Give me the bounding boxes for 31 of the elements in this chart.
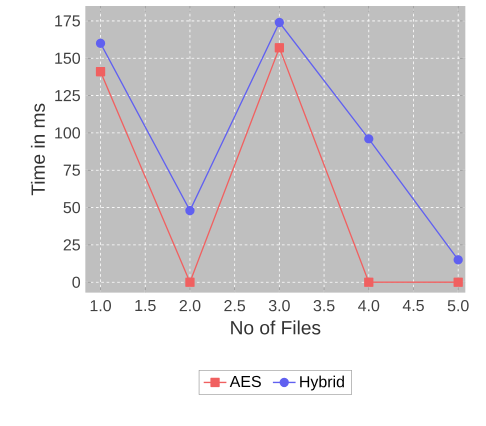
legend-label: AES <box>230 376 261 388</box>
point <box>274 18 284 28</box>
y-tick-label: 150 <box>55 52 80 64</box>
y-tick-label: 25 <box>64 239 80 251</box>
point <box>185 278 195 287</box>
y-tick-label: 175 <box>55 15 80 26</box>
point <box>364 134 374 144</box>
point <box>364 278 374 287</box>
x-axis-title: No of Files <box>231 320 320 334</box>
x-tick-label: 2.5 <box>224 300 246 312</box>
x-tick-label: 3.0 <box>268 300 290 312</box>
point <box>96 67 106 76</box>
y-tick-label: 50 <box>64 202 80 214</box>
x-tick-label: 3.5 <box>314 300 334 312</box>
x-tick-label: 2.0 <box>180 300 200 312</box>
y-tick-label: 100 <box>55 127 80 139</box>
y-axis-title: Time in ms <box>30 104 45 196</box>
x-tick-label: 4.0 <box>358 300 380 312</box>
point <box>454 255 463 264</box>
point <box>274 43 284 52</box>
x-tick-label: 5.0 <box>448 300 469 312</box>
point <box>185 206 195 216</box>
y-tick-label: 0 <box>72 276 80 288</box>
y-tick-label: 75 <box>64 164 80 176</box>
point <box>454 278 463 287</box>
y-tick-label: 125 <box>55 90 80 102</box>
point <box>96 38 106 48</box>
x-tick-label: 4.5 <box>402 300 424 312</box>
x-tick-label: 1.0 <box>90 300 111 312</box>
legend-label: Hybrid <box>300 376 344 391</box>
x-tick-label: 1.5 <box>135 300 156 312</box>
